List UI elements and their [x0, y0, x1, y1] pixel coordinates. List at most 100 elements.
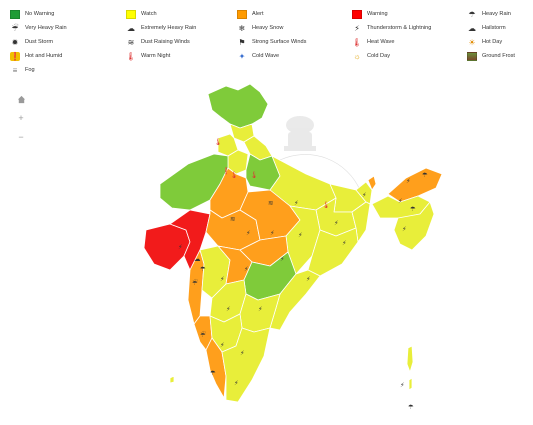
- tamil-nadu[interactable]: [221, 327, 271, 403]
- legend-label: Heavy Rain: [482, 11, 511, 17]
- lakshadweep[interactable]: [169, 375, 175, 384]
- legend-label: No Warning: [25, 11, 55, 17]
- thunderstorm-icon: ⚡: [406, 178, 411, 185]
- saurashtra-kutch[interactable]: [143, 223, 191, 271]
- legend-item-dust-raising-winds: ≋ Dust Raising Winds: [126, 37, 190, 47]
- jammu-kashmir[interactable]: [207, 83, 269, 129]
- thunderstorm-icon: ⚡: [226, 306, 231, 313]
- legend-label: Cold Wave: [252, 53, 280, 59]
- thunderstorm-icon: ⚡: [298, 232, 303, 239]
- thunderstorm-icon: ⚡: [244, 266, 249, 273]
- dust-raising-winds-icon: ≋: [127, 37, 135, 47]
- thunderstorm-icon: ⚡: [234, 380, 239, 387]
- legend-label: Dust Storm: [25, 39, 53, 45]
- legend-label: Warning: [367, 11, 388, 17]
- thunderstorm-icon: ⚡: [270, 230, 275, 237]
- very-heavy-rain-icon: ☔: [192, 280, 198, 287]
- legend-item-heavy-snow: ❄ Heavy Snow: [237, 23, 284, 33]
- heavy-snow-icon: ❄: [238, 23, 246, 33]
- very-heavy-rain-icon: ☔: [200, 332, 206, 339]
- legend-item-hailstorm: ☁ Hailstorm: [467, 23, 506, 33]
- legend-item-hot-and-humid: ❗ Hot and Humid: [10, 51, 62, 61]
- legend-item-extremely-heavy-rain: ☁ Extremely Heavy Rain: [126, 23, 196, 33]
- dust-raising-winds-icon: ≋: [230, 216, 236, 223]
- heat-wave-icon: 🌡: [351, 37, 363, 47]
- home-button[interactable]: [14, 92, 28, 106]
- legend-item-thunderstorm: ⚡ Thunderstorm & Lightning: [352, 23, 431, 33]
- legend-item-warning: Warning: [352, 9, 388, 19]
- warm-night-icon: 🌡: [125, 51, 137, 61]
- legend-item-heat-wave: 🌡 Heat Wave: [351, 37, 395, 47]
- map-legend: No Warning Watch Alert Warning ☂ Heavy R…: [0, 0, 533, 75]
- dust-storm-icon: ✹: [11, 37, 19, 47]
- thunderstorm-icon: ⚡: [402, 226, 407, 233]
- heavy-rain-icon: ☂: [408, 404, 414, 411]
- green-swatch-icon: [10, 9, 20, 19]
- heavy-rain-icon: ☂: [422, 172, 428, 179]
- northeast-states[interactable]: [393, 201, 435, 251]
- extremely-heavy-rain-icon: ☁: [194, 256, 201, 263]
- legend-item-dust-storm: ✹ Dust Storm: [10, 37, 53, 47]
- hailstorm-icon: ☁: [468, 23, 476, 33]
- map-svg: [143, 83, 443, 403]
- orange-swatch-icon: [237, 9, 247, 19]
- heavy-rain-icon: ☂: [210, 370, 216, 377]
- thunderstorm-icon: ⚡: [220, 342, 225, 349]
- heavy-rain-icon: ☂: [200, 266, 206, 273]
- thunderstorm-icon: ⚡: [240, 350, 245, 357]
- thunderstorm-icon: ⚡: [246, 230, 251, 237]
- legend-item-cold-wave: ✦ Cold Wave: [237, 51, 280, 61]
- legend-label: Watch: [141, 11, 157, 17]
- thunderstorm-icon: ⚡: [178, 244, 183, 251]
- thunderstorm-icon: ⚡: [400, 382, 405, 389]
- legend-item-watch: Watch: [126, 9, 157, 19]
- legend-label: Heavy Snow: [252, 25, 284, 31]
- zoom-out-button[interactable]: −: [14, 130, 28, 144]
- red-swatch-icon: [352, 9, 362, 19]
- thunderstorm-icon: ⚡: [280, 256, 285, 263]
- thunderstorm-icon: ⚡: [362, 192, 367, 199]
- kerala[interactable]: [205, 337, 227, 399]
- india-warning-map: 🌡 🌡 🌡 ❗ 🌡 ⚡ ⚡ ☂ ⚡ ☂ ⚡ ⚡ ≋ ≋ ⚡ ⚡ ⚡ ⚡ ⚡ ⚡ …: [130, 80, 530, 425]
- thunderstorm-icon: ⚡: [294, 200, 299, 207]
- legend-item-hot-day: ☀ Hot Day: [467, 37, 502, 47]
- home-icon: [17, 95, 25, 103]
- yellow-swatch-icon: [126, 9, 136, 19]
- legend-label: Hot Day: [482, 39, 503, 45]
- legend-label: Thunderstorm & Lightning: [367, 25, 432, 31]
- heavy-rain-icon: ☂: [468, 9, 476, 19]
- legend-label: Ground Frost: [482, 53, 515, 59]
- uttarakhand[interactable]: [243, 135, 273, 161]
- legend-label: Strong Surface Winds: [252, 39, 307, 45]
- legend-label: Dust Raising Winds: [141, 39, 190, 45]
- thunderstorm-icon: ⚡: [258, 306, 263, 313]
- map-controls: + −: [14, 92, 30, 149]
- odisha[interactable]: [307, 227, 359, 277]
- thunderstorm-icon: ⚡: [354, 23, 360, 33]
- legend-item-very-heavy-rain: ☔ Very Heavy Rain: [10, 23, 67, 33]
- cold-day-icon: ☼: [353, 51, 361, 61]
- legend-item-strong-surface-winds: ⚑ Strong Surface Winds: [237, 37, 306, 47]
- zoom-in-button[interactable]: +: [14, 111, 28, 125]
- strong-surface-winds-icon: ⚑: [238, 37, 246, 47]
- extremely-heavy-rain-icon: ☁: [127, 23, 135, 33]
- legend-item-fog: ≡ Fog: [10, 65, 35, 75]
- legend-label: Heat Wave: [367, 39, 395, 45]
- legend-label: Very Heavy Rain: [25, 25, 67, 31]
- ground-frost-icon: [467, 51, 477, 61]
- andaman-nicobar[interactable]: [406, 345, 414, 391]
- legend-label: Alert: [252, 11, 264, 17]
- legend-label: Hailstorm: [482, 25, 506, 31]
- heat-wave-icon: 🌡: [322, 202, 331, 209]
- legend-item-warm-night: 🌡 Warm Night: [126, 51, 170, 61]
- heat-wave-icon: 🌡: [250, 172, 259, 179]
- minus-icon: −: [18, 132, 24, 142]
- legend-label: Hot and Humid: [25, 53, 63, 59]
- heavy-rain-icon: ☂: [410, 206, 416, 213]
- legend-item-cold-day: ☼ Cold Day: [352, 51, 390, 61]
- legend-item-ground-frost: Ground Frost: [467, 51, 515, 61]
- legend-label: Warm Night: [141, 53, 171, 59]
- sikkim[interactable]: [367, 175, 377, 191]
- legend-label: Fog: [25, 67, 35, 73]
- legend-label: Cold Day: [367, 53, 391, 59]
